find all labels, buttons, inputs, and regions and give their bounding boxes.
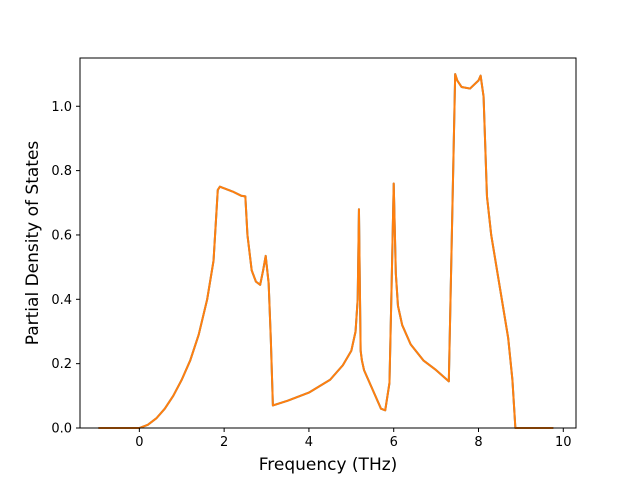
- y-tick-label: 0.4: [51, 293, 72, 308]
- y-tick-label: 0.8: [51, 164, 72, 179]
- x-tick-label: 8: [474, 435, 482, 450]
- axes-frame: [79, 57, 577, 429]
- y-tick-label: 0.6: [51, 228, 72, 243]
- y-tick-label: 0.0: [51, 422, 72, 437]
- y-tick-label: 1.0: [51, 100, 72, 115]
- y-axis-label: Partial Density of States: [23, 141, 43, 346]
- y-tick-label: 0.2: [51, 357, 72, 372]
- x-tick-label: 0: [135, 435, 143, 450]
- x-tick-label: 4: [305, 435, 313, 450]
- x-tick-label: 2: [220, 435, 228, 450]
- plot-area: [98, 73, 554, 429]
- y-axis: 0.0 0.2 0.4 0.6 0.8 1.0: [51, 100, 80, 437]
- series-line-2: [98, 73, 554, 429]
- x-tick-label: 10: [555, 435, 572, 450]
- x-axis: 0 2 4 6 8 10: [135, 428, 572, 450]
- x-axis-label: Frequency (THz): [259, 455, 398, 475]
- x-tick-label: 6: [390, 435, 398, 450]
